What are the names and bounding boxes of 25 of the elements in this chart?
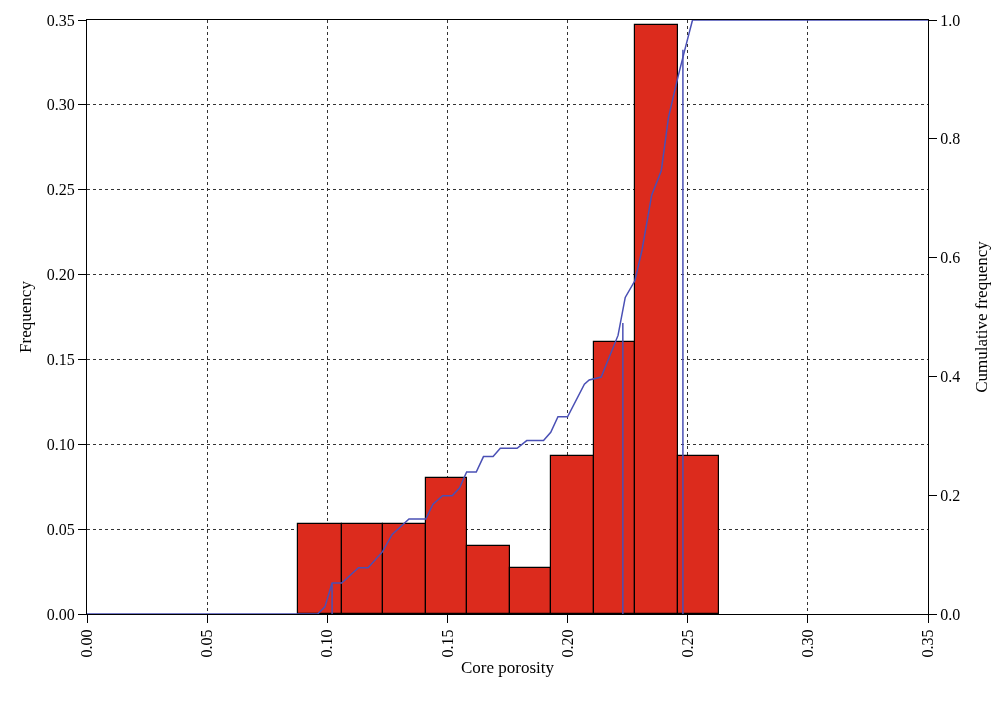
x-tick-label: 0.20 (558, 629, 576, 658)
x-tick-label: 0.25 (678, 629, 696, 658)
y2-tick-label: 0.8 (940, 130, 961, 148)
y-tick-label: 0.35 (46, 11, 75, 29)
x-tick-label: 0.30 (799, 629, 817, 658)
y2-tick-label: 0.0 (940, 605, 961, 623)
x-tick-label: 0.05 (198, 629, 216, 658)
y2-tick-label: 0.2 (940, 486, 961, 504)
y-tick-label: 0.05 (46, 520, 75, 538)
x-tick-label: 0.00 (78, 629, 96, 658)
y-tick-label: 0.10 (46, 435, 75, 453)
y-tick-label: 0.00 (46, 605, 75, 623)
x-tick-label: 0.10 (318, 629, 336, 658)
y-tick-label: 0.20 (46, 266, 75, 284)
y-axis-title: Frequency (16, 280, 36, 353)
y-tick-label: 0.15 (46, 351, 75, 369)
x-tick-label: 0.35 (919, 629, 937, 658)
y-tick-label: 0.30 (46, 96, 75, 114)
y2-tick-label: 1.0 (940, 11, 961, 29)
y2-tick-label: 0.6 (940, 249, 961, 267)
y2-tick-label: 0.4 (940, 368, 961, 385)
x-axis-title: Core porosity (460, 657, 555, 677)
y2-axis-title: Cumulative frequency (971, 240, 991, 393)
x-tick-label: 0.15 (438, 629, 456, 658)
y-tick-label: 0.25 (46, 181, 75, 199)
